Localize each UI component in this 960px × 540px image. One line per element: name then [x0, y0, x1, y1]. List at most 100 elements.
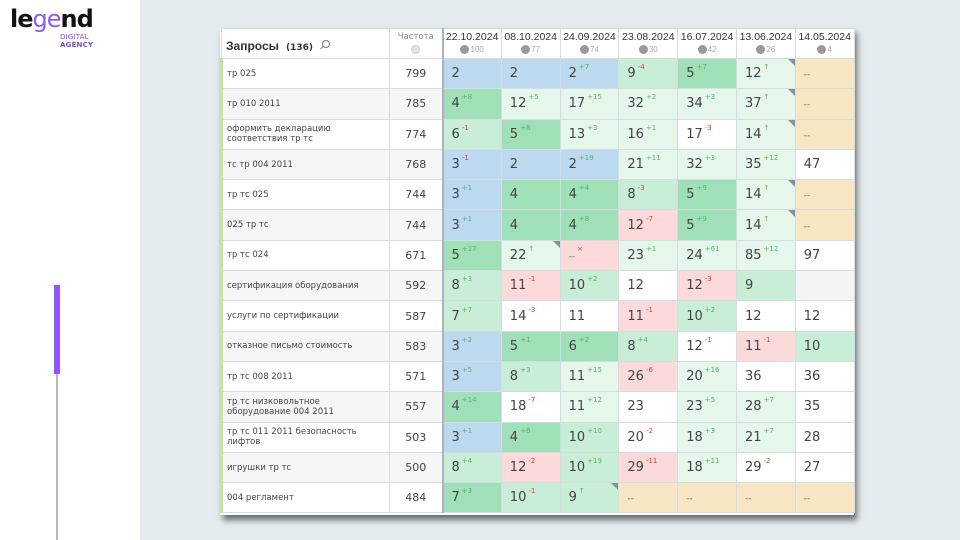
position-cell[interactable]: 6 -1: [441, 118, 502, 150]
position-cell[interactable]: 11 -1: [500, 270, 561, 302]
position-cell[interactable]: 20 -2: [618, 421, 679, 453]
position-cell[interactable]: 36: [794, 360, 855, 393]
position-cell[interactable]: 97: [794, 239, 855, 272]
position-cell[interactable]: 8 +4: [618, 330, 679, 362]
position-cell[interactable]: 9: [735, 270, 796, 302]
position-cell[interactable]: 12 -1: [677, 330, 737, 362]
position-cell[interactable]: 85 +12: [735, 239, 796, 272]
position-cell[interactable]: --: [794, 88, 855, 120]
query-cell[interactable]: игрушки тр тс: [220, 451, 390, 484]
position-cell[interactable]: 5 +9: [677, 209, 737, 241]
position-cell[interactable]: 16 +1: [618, 118, 679, 150]
position-cell[interactable]: 14 -3: [500, 300, 561, 332]
position-cell[interactable]: --: [794, 57, 855, 90]
position-cell[interactable]: 17 +15: [559, 88, 620, 120]
position-cell[interactable]: 10 +19: [559, 451, 620, 484]
position-cell[interactable]: 3 -1: [441, 148, 502, 181]
position-cell[interactable]: 4 +8: [441, 88, 502, 120]
position-cell[interactable]: 11 +15: [559, 360, 620, 393]
position-cell[interactable]: 9 -4: [618, 57, 679, 90]
position-cell[interactable]: 4 +6: [500, 421, 561, 453]
frequency-column-header[interactable]: Частота: [389, 28, 443, 59]
search-icon[interactable]: [322, 40, 331, 48]
position-cell[interactable]: --: [794, 118, 855, 150]
position-cell[interactable]: 7 +3: [441, 482, 502, 514]
position-cell[interactable]: 32 +2: [618, 88, 679, 120]
position-cell[interactable]: 20 +16: [677, 360, 737, 393]
position-cell[interactable]: --: [618, 482, 679, 514]
query-cell[interactable]: тр тс 025: [220, 179, 390, 211]
position-cell[interactable]: 21 +11: [618, 148, 679, 181]
position-cell[interactable]: 8 +3: [441, 270, 502, 302]
position-cell[interactable]: 7 +7: [441, 300, 502, 332]
position-cell[interactable]: 4: [500, 209, 561, 241]
position-cell[interactable]: 10 +2: [677, 300, 737, 332]
date-column-header[interactable]: 22.10.2024 100: [441, 28, 502, 59]
position-cell[interactable]: 3 +5: [441, 360, 502, 393]
position-cell[interactable]: 2 +19: [559, 148, 620, 181]
position-cell[interactable]: 17 -3: [677, 118, 737, 150]
date-column-header[interactable]: 13.06.2024 26: [735, 28, 796, 59]
position-cell[interactable]: 12: [618, 270, 679, 302]
position-cell[interactable]: 10 +10: [559, 421, 620, 453]
position-cell[interactable]: 5 +7: [677, 57, 737, 90]
position-cell[interactable]: 5 +17: [441, 239, 502, 272]
position-cell[interactable]: 5 +8: [500, 118, 561, 150]
query-cell[interactable]: тр тс 024: [220, 239, 390, 272]
position-cell[interactable]: --: [794, 179, 855, 211]
position-cell[interactable]: 3 +2: [441, 330, 502, 362]
position-cell[interactable]: 2: [500, 57, 561, 90]
position-cell[interactable]: 11 +12: [559, 391, 620, 423]
position-cell[interactable]: 18 +11: [677, 451, 737, 484]
position-cell[interactable]: 8 +4: [441, 451, 502, 484]
position-cell[interactable]: 4 +4: [559, 179, 620, 211]
position-cell[interactable]: 18 +3: [677, 421, 737, 453]
position-cell[interactable]: --: [677, 482, 737, 514]
query-column-header[interactable]: Запросы (136): [221, 28, 390, 59]
date-column-header[interactable]: 23.08.2024 30: [618, 28, 679, 59]
position-cell[interactable]: 2: [500, 148, 561, 181]
position-cell[interactable]: 13 +3: [559, 118, 620, 150]
position-cell[interactable]: 29 -11: [618, 451, 679, 484]
position-cell[interactable]: 2 +7: [559, 57, 620, 90]
position-cell[interactable]: --×: [559, 239, 620, 272]
position-cell[interactable]: 12 -7: [618, 209, 679, 241]
position-cell[interactable]: 12 -3: [677, 270, 737, 302]
position-cell[interactable]: 32 +3: [677, 148, 737, 181]
position-cell[interactable]: 12: [735, 300, 796, 332]
position-cell[interactable]: 12: [794, 300, 855, 332]
position-cell[interactable]: 8 -3: [618, 179, 679, 211]
position-cell[interactable]: 26 -6: [618, 360, 679, 393]
position-cell[interactable]: 18 -7: [500, 391, 561, 423]
date-column-header[interactable]: 16.07.2024 42: [677, 28, 737, 59]
position-cell[interactable]: 21 +7: [735, 421, 796, 453]
position-cell[interactable]: 5 +1: [500, 330, 561, 362]
position-cell[interactable]: 35: [794, 391, 855, 423]
query-cell[interactable]: 004 регламент: [220, 482, 390, 514]
position-cell[interactable]: 11 -1: [735, 330, 796, 362]
position-cell[interactable]: 14 ↑: [735, 209, 796, 241]
position-cell[interactable]: 10: [794, 330, 855, 362]
position-cell[interactable]: 35 +12: [735, 148, 796, 181]
position-cell[interactable]: 8 +3: [500, 360, 561, 393]
position-cell[interactable]: 5 +9: [677, 179, 737, 211]
position-cell[interactable]: 9 ↑: [559, 482, 620, 514]
query-cell[interactable]: оформить декларацию соответствия тр тс: [220, 118, 390, 150]
position-cell[interactable]: 28: [794, 421, 855, 453]
position-cell[interactable]: 3 +1: [441, 209, 502, 241]
query-cell[interactable]: тр тс 008 2011: [220, 360, 390, 393]
position-cell[interactable]: 29 -2: [735, 451, 796, 484]
query-cell[interactable]: услуги по сертификации: [220, 300, 390, 332]
position-cell[interactable]: 47: [794, 148, 855, 181]
query-cell[interactable]: тр 010 2011: [220, 88, 390, 120]
position-cell[interactable]: 28 +7: [735, 391, 796, 423]
query-cell[interactable]: сертификация оборудования: [220, 270, 390, 302]
position-cell[interactable]: 10 -1: [500, 482, 561, 514]
position-cell[interactable]: --: [794, 209, 855, 241]
position-cell[interactable]: 14 ↑: [735, 179, 796, 211]
position-cell[interactable]: 12 -2: [500, 451, 561, 484]
position-cell[interactable]: 4 +8: [559, 209, 620, 241]
query-cell[interactable]: тр 025: [220, 57, 390, 90]
query-cell[interactable]: отказное письмо стоимость: [220, 330, 390, 362]
position-cell[interactable]: 6 +2: [559, 330, 620, 362]
